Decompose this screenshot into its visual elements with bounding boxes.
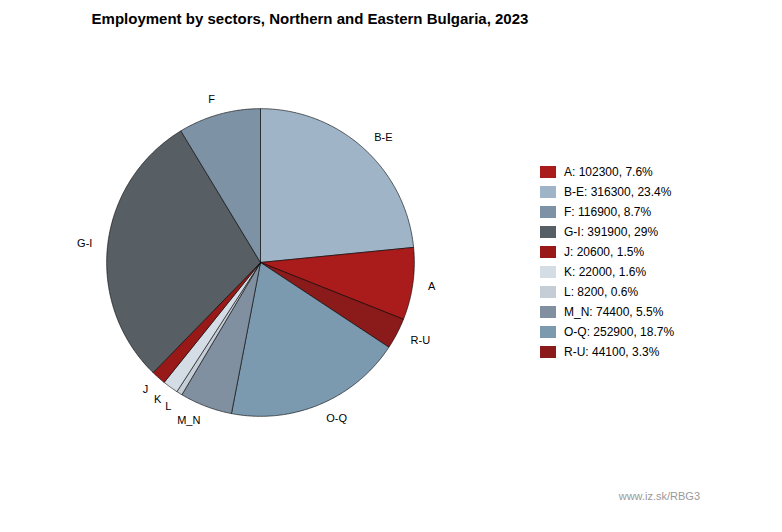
svg-text:B-E: B-E <box>374 131 392 143</box>
svg-text:O-Q: O-Q <box>326 412 347 424</box>
html-text:R-U: 44100, 3.3%: R-U: 44100, 3.3% <box>564 345 660 359</box>
svg-text:K: K <box>154 393 162 405</box>
svg-text:L: L <box>165 400 171 412</box>
html-text:B-E: 316300, 23.4%: B-E: 316300, 23.4% <box>564 185 672 199</box>
svg-text:A: A <box>428 280 436 292</box>
html-text:Employment by sectors, Norther: Employment by sectors, Northern and East… <box>91 10 529 27</box>
svg-text:G-I: G-I <box>77 237 92 249</box>
html-text:J: 20600, 1.5%: J: 20600, 1.5% <box>564 245 645 259</box>
svg-text:F: F <box>208 93 215 105</box>
html-text:K: 22000, 1.6%: K: 22000, 1.6% <box>564 265 647 279</box>
svg-text:M_N: M_N <box>177 414 200 426</box>
html-text:A: 102300, 7.6%: A: 102300, 7.6% <box>564 165 653 179</box>
svg-text:J: J <box>143 383 149 395</box>
html-text:M_N: 74400, 5.5%: M_N: 74400, 5.5% <box>564 305 664 319</box>
html-text:L: 8200, 0.6%: L: 8200, 0.6% <box>564 285 639 299</box>
svg-text:R-U: R-U <box>411 334 431 346</box>
html-text:G-I: 391900, 29%: G-I: 391900, 29% <box>564 225 659 239</box>
html-text:www.iz.sk/RBG3: www.iz.sk/RBG3 <box>618 490 700 502</box>
html-text:O-Q: 252900, 18.7%: O-Q: 252900, 18.7% <box>564 325 675 339</box>
html-text:F: 116900, 8.7%: F: 116900, 8.7% <box>564 205 652 219</box>
